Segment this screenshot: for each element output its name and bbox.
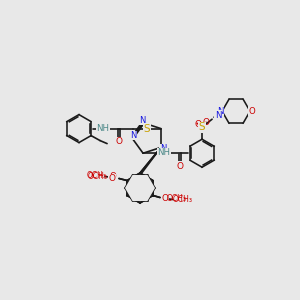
- Text: O: O: [202, 118, 210, 127]
- Text: OCH₃: OCH₃: [173, 195, 193, 204]
- Text: S: S: [144, 124, 150, 134]
- Text: N: N: [130, 131, 136, 140]
- Polygon shape: [125, 175, 155, 201]
- Text: N: N: [217, 107, 223, 116]
- Text: O: O: [110, 172, 116, 181]
- Text: NH: NH: [158, 148, 171, 157]
- Text: N: N: [215, 111, 221, 120]
- Text: O: O: [161, 194, 169, 203]
- Text: OCH₃: OCH₃: [88, 172, 108, 181]
- Text: NH: NH: [96, 124, 110, 133]
- Text: O: O: [162, 194, 168, 203]
- Text: O: O: [177, 162, 184, 171]
- Text: O: O: [116, 137, 122, 146]
- Text: N: N: [139, 116, 145, 125]
- Text: methoxy: methoxy: [105, 174, 111, 175]
- Text: S: S: [199, 122, 206, 132]
- Text: OCH₃: OCH₃: [167, 194, 187, 203]
- Text: N: N: [160, 144, 166, 153]
- Text: O: O: [249, 107, 255, 116]
- Text: OCH₃: OCH₃: [87, 171, 107, 180]
- Text: O: O: [195, 120, 202, 129]
- Text: O: O: [109, 174, 116, 183]
